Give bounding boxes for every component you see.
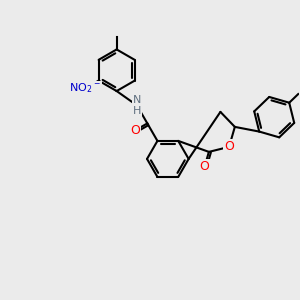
Text: O: O (200, 160, 209, 173)
Text: O: O (224, 140, 234, 153)
Text: O: O (130, 124, 140, 137)
Text: N
H: N H (133, 94, 141, 116)
Text: NO$_2$$^-$: NO$_2$$^-$ (69, 82, 101, 95)
